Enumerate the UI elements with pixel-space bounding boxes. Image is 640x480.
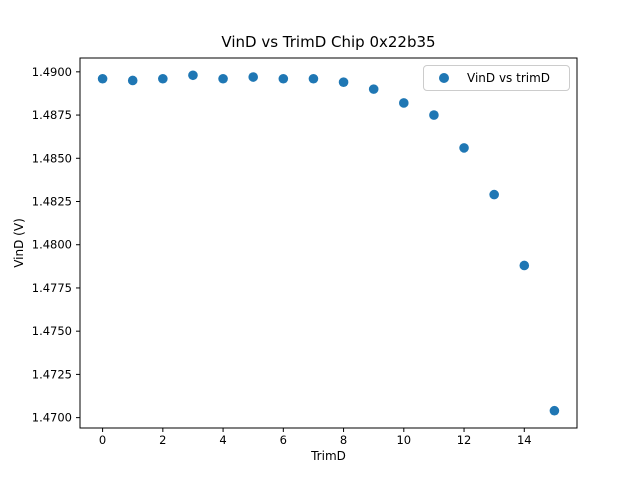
y-tick-label: 1.4825 (32, 195, 72, 209)
scatter-point (368, 84, 379, 94)
scatter-point (158, 73, 168, 84)
scatter-point (519, 260, 530, 271)
scatter-point (97, 73, 108, 84)
x-tick-label: 0 (99, 433, 106, 447)
x-tick-label: 14 (517, 433, 532, 447)
y-tick-label: 1.4850 (32, 151, 72, 165)
y-tick-label: 1.4775 (32, 281, 72, 295)
legend: VinD vs trimD (423, 65, 570, 91)
y-tick-label: 1.4700 (32, 411, 72, 425)
y-tick-label: 1.4800 (32, 238, 72, 252)
scatter-point (278, 73, 289, 84)
x-axis-label: TrimD (311, 449, 346, 463)
legend-marker-dot-icon (439, 73, 449, 83)
x-tick-label: 10 (396, 433, 411, 447)
y-axis-label: VinD (V) (12, 218, 26, 268)
scatter-point (308, 73, 319, 84)
x-tick-label: 12 (457, 433, 472, 447)
plot-border (79, 57, 578, 429)
scatter-point (489, 189, 499, 200)
scatter-point (248, 72, 258, 82)
x-tick-label: 6 (280, 433, 287, 447)
scatter-point (188, 70, 198, 81)
y-tick-label: 1.4750 (32, 324, 72, 338)
chart-title: VinD vs TrimD Chip 0x22b35 (221, 33, 436, 51)
scatter-point (459, 143, 469, 153)
scatter-point (429, 110, 439, 120)
y-tick-label: 1.4875 (32, 108, 72, 122)
x-tick-label: 2 (159, 433, 166, 447)
x-tick-label: 4 (219, 433, 226, 447)
y-tick-label: 1.4900 (32, 65, 72, 79)
scatter-point (399, 98, 409, 108)
y-tick-label: 1.4725 (32, 367, 72, 381)
scatter-point (549, 405, 560, 416)
legend-series-label: VinD vs trimD (467, 71, 551, 85)
scatter-point (218, 73, 228, 84)
x-tick-label: 8 (340, 433, 347, 447)
scatter-point (127, 75, 138, 86)
scatter-point (338, 77, 349, 88)
